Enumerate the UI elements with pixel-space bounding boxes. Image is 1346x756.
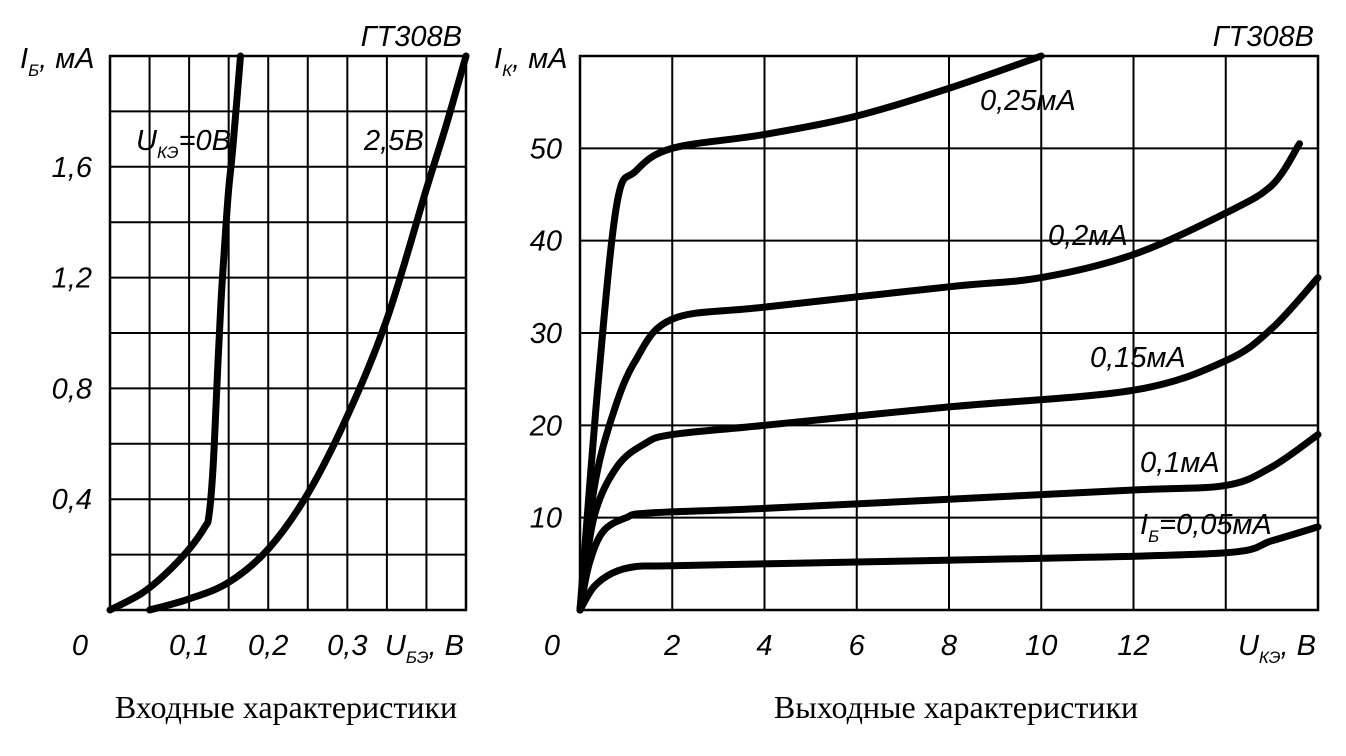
- chart-caption: Входные характеристики: [115, 689, 457, 725]
- y-tick-label: 1,6: [52, 152, 93, 184]
- output-characteristics-chart: 2 4 6 8 10 12 10 20 30 40 50 0 ГТ308В IК, мА UКЭ, В IБ=…: [494, 21, 1322, 725]
- series-line-2: [146, 52, 470, 614]
- chart-title: ГТ308В: [361, 21, 462, 53]
- x-axis-label: UБЭ, В: [385, 630, 464, 667]
- series-label-1: IБ=0,05мА: [1140, 509, 1272, 546]
- chart-caption: Выходные характеристики: [774, 689, 1138, 725]
- x-tick-label: 2: [663, 630, 680, 662]
- x-tick-label: 0,3: [327, 630, 367, 662]
- origin-label: 0: [544, 630, 560, 662]
- series-label-3: 0,15мА: [1090, 342, 1186, 374]
- y-tick-label: 0,4: [52, 484, 92, 516]
- y-tick-label: 0,8: [52, 373, 92, 405]
- series-line-4: [576, 140, 1303, 614]
- y-axis-label: IБ, мА: [20, 43, 94, 80]
- x-tick-label: 0,1: [169, 630, 209, 662]
- origin-label: 0: [72, 630, 88, 662]
- series-line-5: [576, 52, 1045, 614]
- y-tick-label: 40: [530, 226, 562, 258]
- series-label-2: 2,5В: [363, 125, 424, 157]
- x-tick-label: 4: [756, 630, 772, 662]
- series-label-5: 0,25мА: [980, 85, 1076, 117]
- x-tick-label: 8: [941, 630, 957, 662]
- y-tick-label: 30: [530, 318, 562, 350]
- series-label-1: UКЭ=0В: [136, 125, 231, 162]
- y-tick-label: 1,2: [52, 263, 92, 295]
- series-line-1: [576, 523, 1322, 614]
- x-tick-label: 12: [1117, 630, 1149, 662]
- series-line-3: [576, 274, 1322, 614]
- y-tick-label: 50: [530, 133, 562, 165]
- series-line-1: [106, 52, 244, 614]
- series-label-4: 0,2мА: [1048, 220, 1128, 252]
- series-line-2: [576, 431, 1322, 614]
- y-tick-label: 10: [530, 503, 562, 535]
- chart-title: ГТ308В: [1213, 21, 1314, 53]
- input-characteristics-chart: 0,1 0,2 0,3 0,4 0,8 1,2 1,6 0 ГТ308В IБ, мА UБЭ, В…: [20, 21, 470, 725]
- x-tick-label: 6: [849, 630, 866, 662]
- plot-frame: [578, 54, 1320, 612]
- x-axis-label: UКЭ, В: [1238, 630, 1316, 667]
- y-axis-label: IК, мА: [494, 43, 567, 80]
- series-label-2: 0,1мА: [1140, 447, 1220, 479]
- plot-frame: [108, 54, 468, 612]
- x-tick-label: 0,2: [248, 630, 288, 662]
- x-tick-label: 10: [1025, 630, 1057, 662]
- y-tick-label: 20: [529, 410, 562, 442]
